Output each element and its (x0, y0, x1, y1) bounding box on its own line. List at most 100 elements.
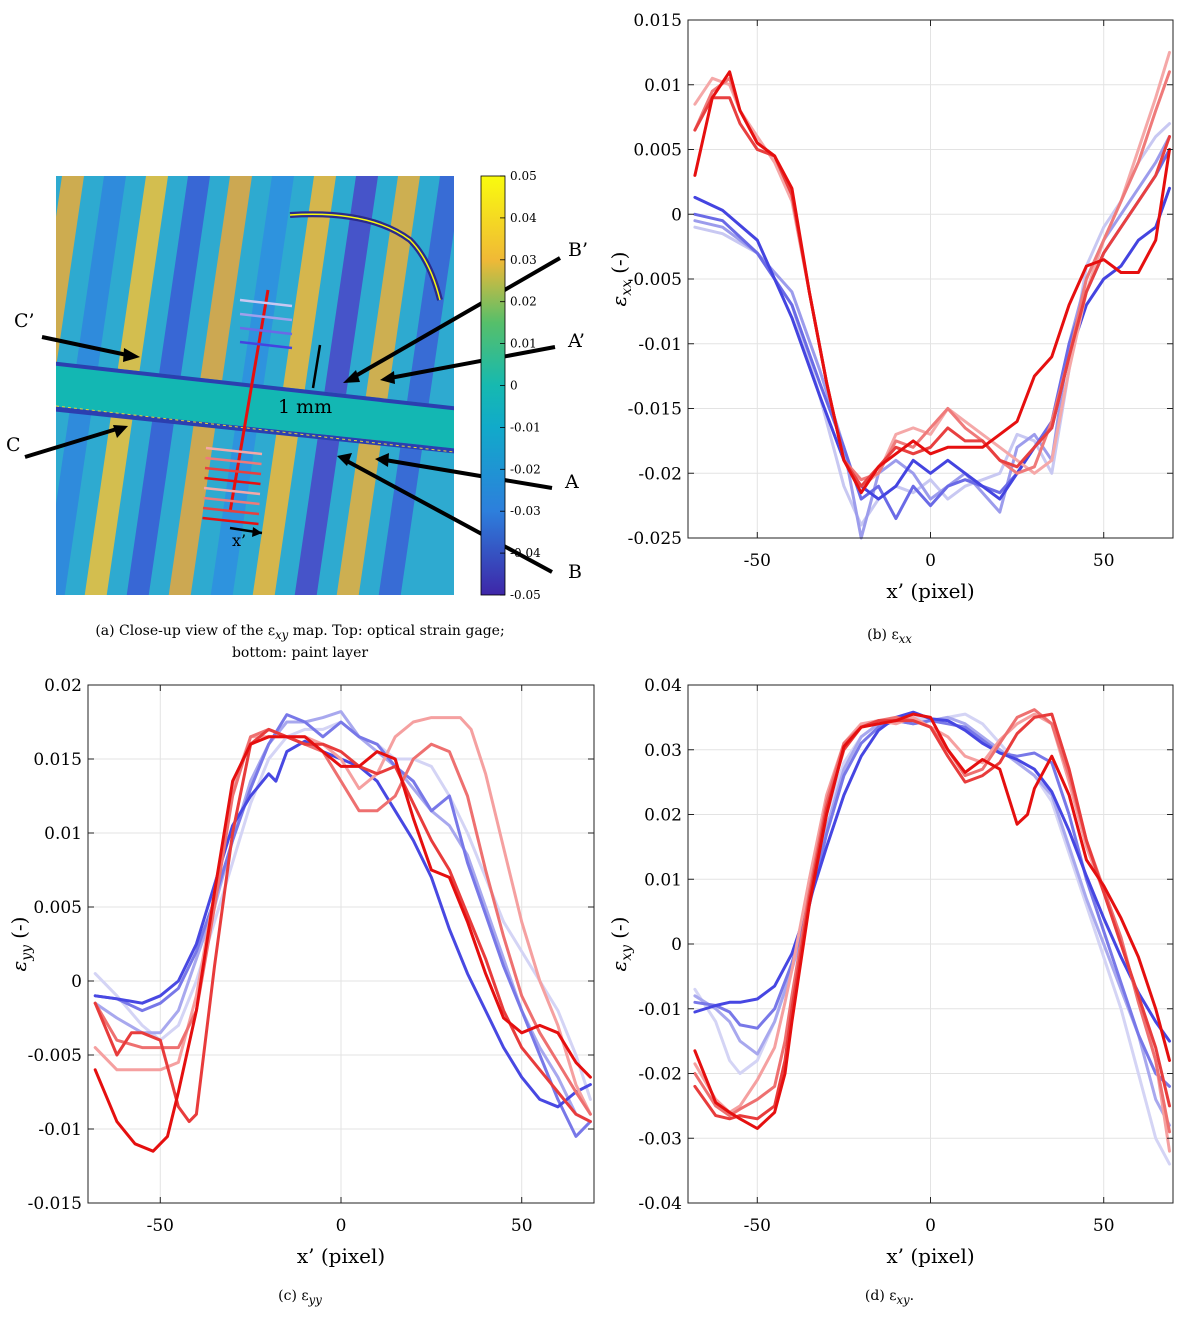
scale-bar (311, 344, 322, 389)
colorbar-tick-label: -0.05 (510, 588, 541, 602)
colorbar-tick-label: 0.04 (510, 211, 537, 225)
y-tick-label: 0.01 (644, 76, 682, 96)
colorbar-tick-label: 0.02 (510, 295, 537, 309)
y-tick-label: -0.015 (28, 1194, 82, 1214)
x-tick-label: 50 (1093, 1216, 1115, 1236)
chart-exy: -50 0 50 -0.04 -0.03 -0.02 -0.01 0 0.01 0.02 0.03 0… (607, 676, 1174, 1268)
marker-a: A (564, 471, 579, 493)
y-tick-label: 0.02 (44, 676, 82, 696)
chart-eyy: -50 0 50 -0.015 -0.01 -0.005 0 0.005 0.01 0.015 0.… (7, 676, 595, 1268)
marker-b-prime: B’ (568, 239, 588, 261)
profile-line-top (239, 340, 293, 350)
caption-c-prefix: (c) ε (278, 1288, 309, 1304)
profile-line-bottom (205, 446, 263, 456)
colorbar-tick-label: -0.03 (510, 504, 541, 518)
marker-arrows (24, 256, 561, 574)
panel-b: -50 0 50 -0.025 -0.02 -0.015 -0.01 -0.005 0 0.005… (600, 0, 1179, 660)
y-tick-label: 0.02 (644, 806, 682, 826)
x-tick-label: 50 (511, 1216, 533, 1236)
y-axis-label: εxy(-) (607, 917, 635, 972)
y-tick-label: -0.01 (638, 335, 682, 355)
y-tick-label: -0.02 (638, 464, 682, 484)
y-tick-label: -0.025 (628, 529, 682, 549)
y-axis-label: εxx(-) (607, 252, 635, 307)
profile-line-top (239, 312, 293, 322)
x-axis-label: x’ (pixel) (886, 1244, 974, 1268)
x-tick-label: -50 (147, 1216, 174, 1236)
y-tick-label: 0.015 (633, 11, 682, 31)
colorbar-tick-label: 0.05 (510, 169, 537, 183)
profile-lines (202, 289, 293, 526)
x-tick-label: -50 (744, 1216, 771, 1236)
caption-a-line1-rest: map. Top: optical strain gage; (288, 623, 505, 639)
y-tick-label: 0.015 (33, 750, 82, 770)
y-tick-label: 0.03 (644, 741, 682, 761)
series-line-7 (693, 712, 1171, 1121)
series-line-3 (693, 719, 1171, 1088)
x-axis-label: x’ (pixel) (297, 1244, 385, 1268)
profile-line-bottom (204, 476, 261, 486)
y-tick-label: 0 (71, 972, 82, 992)
colorbar-tick-label: -0.02 (510, 462, 541, 476)
colorbar-tick-label: -0.01 (510, 420, 541, 434)
x-tick-label: 0 (336, 1216, 347, 1236)
caption-a-sub: xy (275, 627, 289, 642)
caption-d: (d) εxy. (600, 1287, 1179, 1309)
y-tick-label: -0.04 (638, 1194, 682, 1214)
profile-line-bottom (205, 456, 262, 466)
profile-line-bottom (203, 496, 260, 506)
colorbar-tick-label: -0.04 (510, 546, 541, 560)
y-tick-label: -0.01 (638, 1000, 682, 1020)
y-tick-label: -0.02 (638, 1065, 682, 1085)
y-tick-label: 0.01 (644, 870, 682, 890)
y-tick-label: 0.005 (33, 898, 82, 918)
series-line-8 (93, 735, 592, 1153)
series-line-3 (93, 713, 592, 1138)
profile-line-bottom (202, 516, 259, 526)
scale-label: 1 mm (278, 396, 332, 418)
colorbar-tick-label: 0.03 (510, 253, 537, 267)
profile-line-bottom (203, 486, 261, 496)
marker-a-prime: A’ (567, 330, 585, 352)
profile-line-bottom (204, 466, 262, 476)
marker-b: B (568, 561, 582, 583)
series-line-8 (693, 70, 1171, 495)
profile-line-top (239, 298, 293, 308)
y-tick-label: 0.01 (44, 824, 82, 844)
series-line-6 (93, 727, 592, 1116)
caption-c-sub: yy (308, 1292, 322, 1307)
marker-c-prime: C’ (14, 310, 35, 332)
x-tick-label: 0 (925, 551, 936, 571)
series-line-4 (693, 186, 1171, 501)
series-line-8 (693, 712, 1171, 1130)
y-tick-label: -0.005 (28, 1046, 82, 1066)
profile-line-bottom (202, 506, 260, 516)
caption-b-sub: xx (898, 631, 912, 646)
caption-a-line1: (a) Close-up view of the ε (95, 623, 276, 639)
caption-d-suffix: . (909, 1288, 915, 1304)
colorbar-ticks: 0.05 0.04 0.03 0.02 0.01 0 -0.01 -0.02 -0.03 -0.0… (500, 169, 541, 602)
caption-d-prefix: (d) ε (864, 1288, 897, 1304)
x-axis-label: x’ (pixel) (886, 579, 974, 603)
y-tick-label: -0.01 (38, 1120, 82, 1140)
caption-b: (b) εxx (600, 626, 1179, 648)
y-tick-label: -0.015 (628, 400, 682, 420)
colorbar-tick-label: 0 (510, 379, 518, 393)
caption-a: (a) Close-up view of the εxy map. Top: o… (0, 622, 600, 662)
y-tick-label: 0.04 (644, 676, 682, 696)
x-tick-label: 0 (925, 1216, 936, 1236)
y-tick-label: 0 (671, 205, 682, 225)
caption-d-sub: xy (896, 1292, 910, 1307)
series-line-5 (93, 716, 592, 1116)
chart-exx: -50 0 50 -0.025 -0.02 -0.015 -0.01 -0.005 0 0.005… (607, 11, 1174, 603)
profile-axis (228, 289, 270, 513)
profile-line-top (239, 326, 293, 336)
panel-a: 1 mm x’ C’ C B’ A’ A B 0.05 0.04 0.0 (0, 160, 600, 662)
panel-c: -50 0 50 -0.015 -0.01 -0.005 0 0.005 0.01 0.015 0.… (0, 665, 600, 1320)
panel-d: -50 0 50 -0.04 -0.03 -0.02 -0.01 0 0.01 0.02 0.03 0… (600, 665, 1179, 1320)
caption-b-prefix: (b) ε (867, 627, 899, 643)
marker-c: C (6, 434, 21, 456)
y-tick-label: 0 (671, 935, 682, 955)
strain-map-figure: 1 mm x’ C’ C B’ A’ A B 0.050.040.0 (6, 169, 588, 602)
colorbar-tick-label: 0.01 (510, 337, 537, 351)
